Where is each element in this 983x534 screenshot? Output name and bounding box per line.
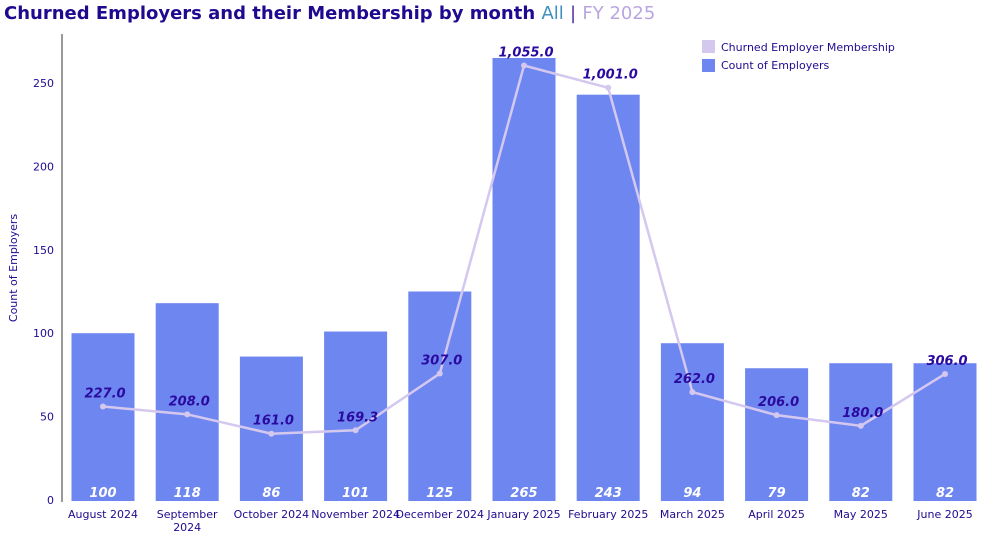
chart-title: Churned Employers and their Membership b… <box>4 3 655 24</box>
bar-data-label: 82 <box>936 486 954 501</box>
line-data-label: 1,001.0 <box>583 68 638 83</box>
line-point <box>352 427 359 434</box>
x-tick-label: September <box>157 508 218 521</box>
x-tick-label: April 2025 <box>748 508 805 521</box>
y-axis-title: Count of Employers <box>7 214 20 322</box>
x-tick-label: October 2024 <box>234 508 310 521</box>
bar <box>745 368 809 501</box>
bar-data-label: 100 <box>89 486 116 501</box>
title-filter: All <box>541 3 564 24</box>
line-point <box>773 412 780 419</box>
line-point <box>521 62 527 69</box>
x-tick-label: August 2024 <box>68 508 138 521</box>
x-tick-label: November 2024 <box>311 508 400 521</box>
line-data-label: 180.0 <box>842 406 883 421</box>
bar <box>913 363 977 501</box>
x-tick-label: March 2025 <box>660 508 725 521</box>
bar-data-label: 86 <box>262 486 280 501</box>
line-point <box>268 430 275 437</box>
line-point <box>857 422 864 429</box>
y-tick-label: 0 <box>47 494 54 507</box>
bar <box>660 343 724 501</box>
line-data-label: 1,055.0 <box>498 45 553 60</box>
x-tick-label: June 2025 <box>916 508 972 521</box>
bar-data-label: 79 <box>768 486 786 501</box>
line-data-label: 161.0 <box>253 414 294 429</box>
bar-data-label: 118 <box>174 486 201 501</box>
x-tick-label: January 2025 <box>486 508 560 521</box>
x-tick-label: February 2025 <box>568 508 648 521</box>
bar-data-label: 265 <box>510 486 537 501</box>
bar-data-label: 101 <box>342 486 369 501</box>
bar <box>408 291 472 501</box>
bar-data-label: 243 <box>595 486 622 501</box>
y-tick-label: 250 <box>33 77 54 90</box>
line-point <box>942 370 948 377</box>
line-point <box>100 403 106 410</box>
bar <box>576 94 640 502</box>
y-tick-label: 200 <box>33 160 54 173</box>
bar <box>71 333 135 501</box>
line-data-label: 206.0 <box>758 395 799 410</box>
bar-data-label: 125 <box>426 486 453 501</box>
bar <box>829 363 893 501</box>
y-tick-label: 100 <box>33 327 54 340</box>
bar <box>492 57 556 501</box>
bar-data-label: 82 <box>852 486 870 501</box>
line-point <box>605 84 612 91</box>
line-data-label: 208.0 <box>169 394 210 409</box>
bar-data-label: 94 <box>683 486 701 501</box>
line-data-label: 306.0 <box>926 354 967 369</box>
title-main: Churned Employers and their Membership b… <box>4 3 536 24</box>
line-data-label: 262.0 <box>674 372 715 387</box>
line-point <box>184 411 191 418</box>
legend-label-membership: Churned Employer Membership <box>721 41 895 54</box>
x-tick-label: 2024 <box>173 521 201 534</box>
y-tick-label: 50 <box>40 411 54 424</box>
line-point <box>689 389 696 396</box>
legend-label-count: Count of Employers <box>721 59 829 72</box>
line-data-label: 169.3 <box>337 410 378 425</box>
line-data-label: 227.0 <box>84 387 125 402</box>
line-data-label: 307.0 <box>421 354 462 369</box>
legend-swatch-membership <box>702 40 715 53</box>
x-tick-label: December 2024 <box>396 508 485 521</box>
x-tick-label: May 2025 <box>834 508 888 521</box>
title-period: FY 2025 <box>582 3 656 24</box>
bar <box>155 303 219 501</box>
legend-swatch-count <box>702 59 715 72</box>
y-tick-label: 150 <box>33 244 54 257</box>
line-point <box>436 370 443 377</box>
title-separator: | <box>570 3 577 24</box>
